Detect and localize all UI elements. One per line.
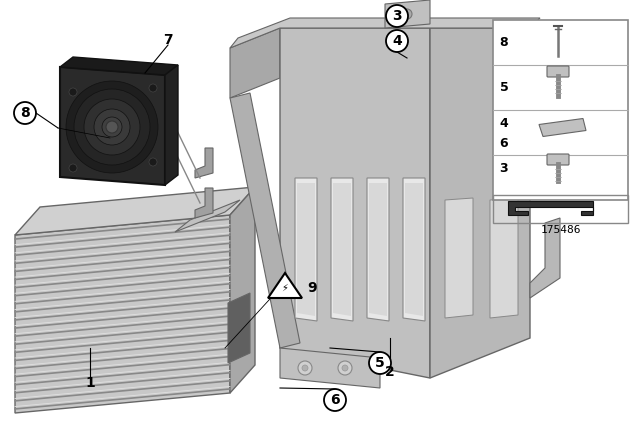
Circle shape <box>69 88 77 96</box>
Text: 6: 6 <box>330 393 340 407</box>
Text: 5: 5 <box>375 356 385 370</box>
Polygon shape <box>230 187 255 393</box>
Polygon shape <box>403 178 425 321</box>
Text: 6: 6 <box>500 137 508 150</box>
Polygon shape <box>230 28 280 98</box>
Polygon shape <box>228 293 250 363</box>
Text: 7: 7 <box>163 33 173 47</box>
Polygon shape <box>385 0 430 28</box>
Polygon shape <box>369 183 387 316</box>
Polygon shape <box>297 183 315 316</box>
Circle shape <box>324 389 346 411</box>
Text: 8: 8 <box>500 36 508 49</box>
Circle shape <box>342 365 348 371</box>
Text: 8: 8 <box>20 106 30 120</box>
Text: 2: 2 <box>385 365 395 379</box>
Polygon shape <box>280 28 430 378</box>
Polygon shape <box>15 187 255 235</box>
Polygon shape <box>280 348 380 388</box>
Polygon shape <box>165 65 178 185</box>
Polygon shape <box>508 201 593 215</box>
Polygon shape <box>15 215 230 413</box>
Polygon shape <box>445 198 473 318</box>
Circle shape <box>14 102 36 124</box>
Circle shape <box>386 30 408 52</box>
FancyBboxPatch shape <box>547 154 569 165</box>
Polygon shape <box>367 178 389 321</box>
FancyBboxPatch shape <box>493 20 628 200</box>
Polygon shape <box>230 18 540 48</box>
Circle shape <box>66 81 158 173</box>
Polygon shape <box>195 148 213 178</box>
Circle shape <box>74 89 150 165</box>
Polygon shape <box>60 67 165 185</box>
Circle shape <box>69 164 77 172</box>
Polygon shape <box>333 183 351 316</box>
Circle shape <box>338 361 352 375</box>
Text: 3: 3 <box>500 162 508 175</box>
Circle shape <box>149 84 157 92</box>
Polygon shape <box>405 183 423 316</box>
Text: 4: 4 <box>500 117 508 130</box>
Polygon shape <box>331 178 353 321</box>
Text: ⚡: ⚡ <box>282 283 289 293</box>
Circle shape <box>402 9 412 19</box>
Polygon shape <box>268 273 302 298</box>
Text: 4: 4 <box>392 34 402 48</box>
Polygon shape <box>490 198 518 318</box>
Text: 5: 5 <box>500 81 508 94</box>
Circle shape <box>102 117 122 137</box>
Polygon shape <box>230 93 300 348</box>
Circle shape <box>149 158 157 166</box>
Circle shape <box>94 109 130 145</box>
Text: 3: 3 <box>392 9 402 23</box>
Text: 9: 9 <box>307 281 317 295</box>
Polygon shape <box>175 200 240 232</box>
Polygon shape <box>430 28 530 378</box>
Polygon shape <box>539 119 586 137</box>
Text: 1: 1 <box>85 376 95 390</box>
Circle shape <box>106 121 118 133</box>
Polygon shape <box>530 218 560 298</box>
Polygon shape <box>60 57 178 75</box>
Polygon shape <box>195 188 213 218</box>
Circle shape <box>84 99 140 155</box>
Circle shape <box>302 365 308 371</box>
Polygon shape <box>295 178 317 321</box>
Circle shape <box>298 361 312 375</box>
FancyBboxPatch shape <box>547 66 569 77</box>
Text: 175486: 175486 <box>540 225 580 235</box>
Circle shape <box>386 5 408 27</box>
Circle shape <box>369 352 391 374</box>
